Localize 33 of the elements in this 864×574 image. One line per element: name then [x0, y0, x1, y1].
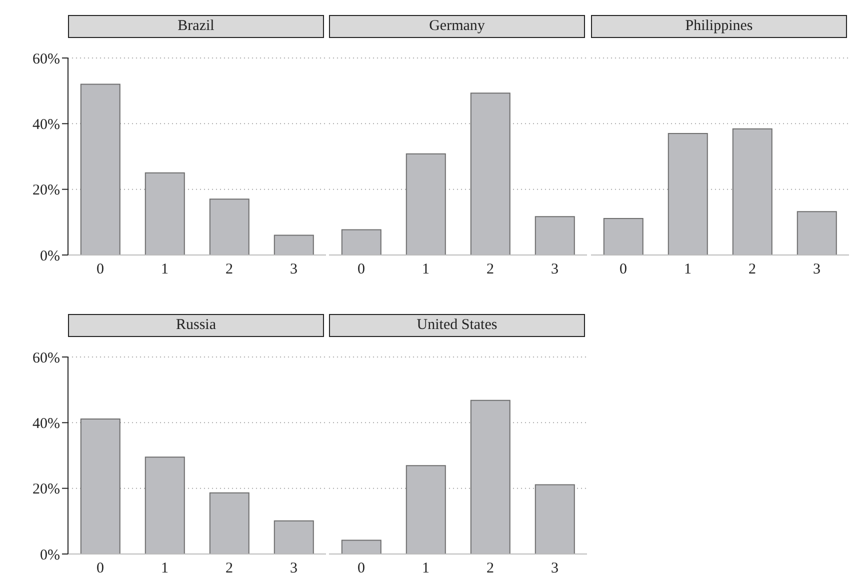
x-tick-label: 0 [358, 560, 365, 574]
x-tick-label: 0 [96, 262, 104, 278]
y-tick-label: 0% [40, 248, 60, 264]
x-tick-label: 3 [813, 262, 820, 278]
y-tick-label: 0% [40, 547, 60, 564]
x-tick-label: 1 [684, 262, 692, 278]
x-tick-label: 0 [620, 262, 627, 278]
x-tick-label: 3 [551, 560, 558, 574]
y-tick-label: 20% [32, 482, 60, 498]
chart-title: Germany [329, 15, 585, 38]
chart-title: Philippines [591, 15, 847, 38]
x-tick-label: 2 [226, 560, 233, 574]
y-tick-label: 40% [32, 416, 60, 432]
chart-title: Brazil [68, 15, 324, 38]
x-tick-label: 0 [96, 560, 104, 574]
y-tick-label: 20% [32, 182, 60, 199]
x-tick-label: 2 [486, 262, 494, 278]
x-tick-label: 3 [290, 262, 298, 278]
x-tick-label: 0 [358, 262, 365, 278]
chart-title: United States [329, 314, 585, 337]
x-tick-label: 2 [226, 262, 233, 278]
x-tick-label: 3 [551, 262, 558, 278]
y-tick-label: 60% [32, 350, 60, 366]
x-tick-label: 2 [486, 560, 494, 574]
x-tick-label: 3 [290, 560, 298, 574]
y-tick-label: 60% [32, 51, 60, 68]
x-tick-label: 1 [422, 560, 430, 574]
y-tick-label: 40% [32, 116, 60, 133]
chart-title: Russia [68, 314, 324, 337]
x-tick-label: 1 [161, 560, 168, 574]
x-tick-label: 1 [161, 262, 168, 278]
x-tick-label: 2 [748, 262, 756, 278]
x-tick-label: 1 [422, 262, 430, 278]
